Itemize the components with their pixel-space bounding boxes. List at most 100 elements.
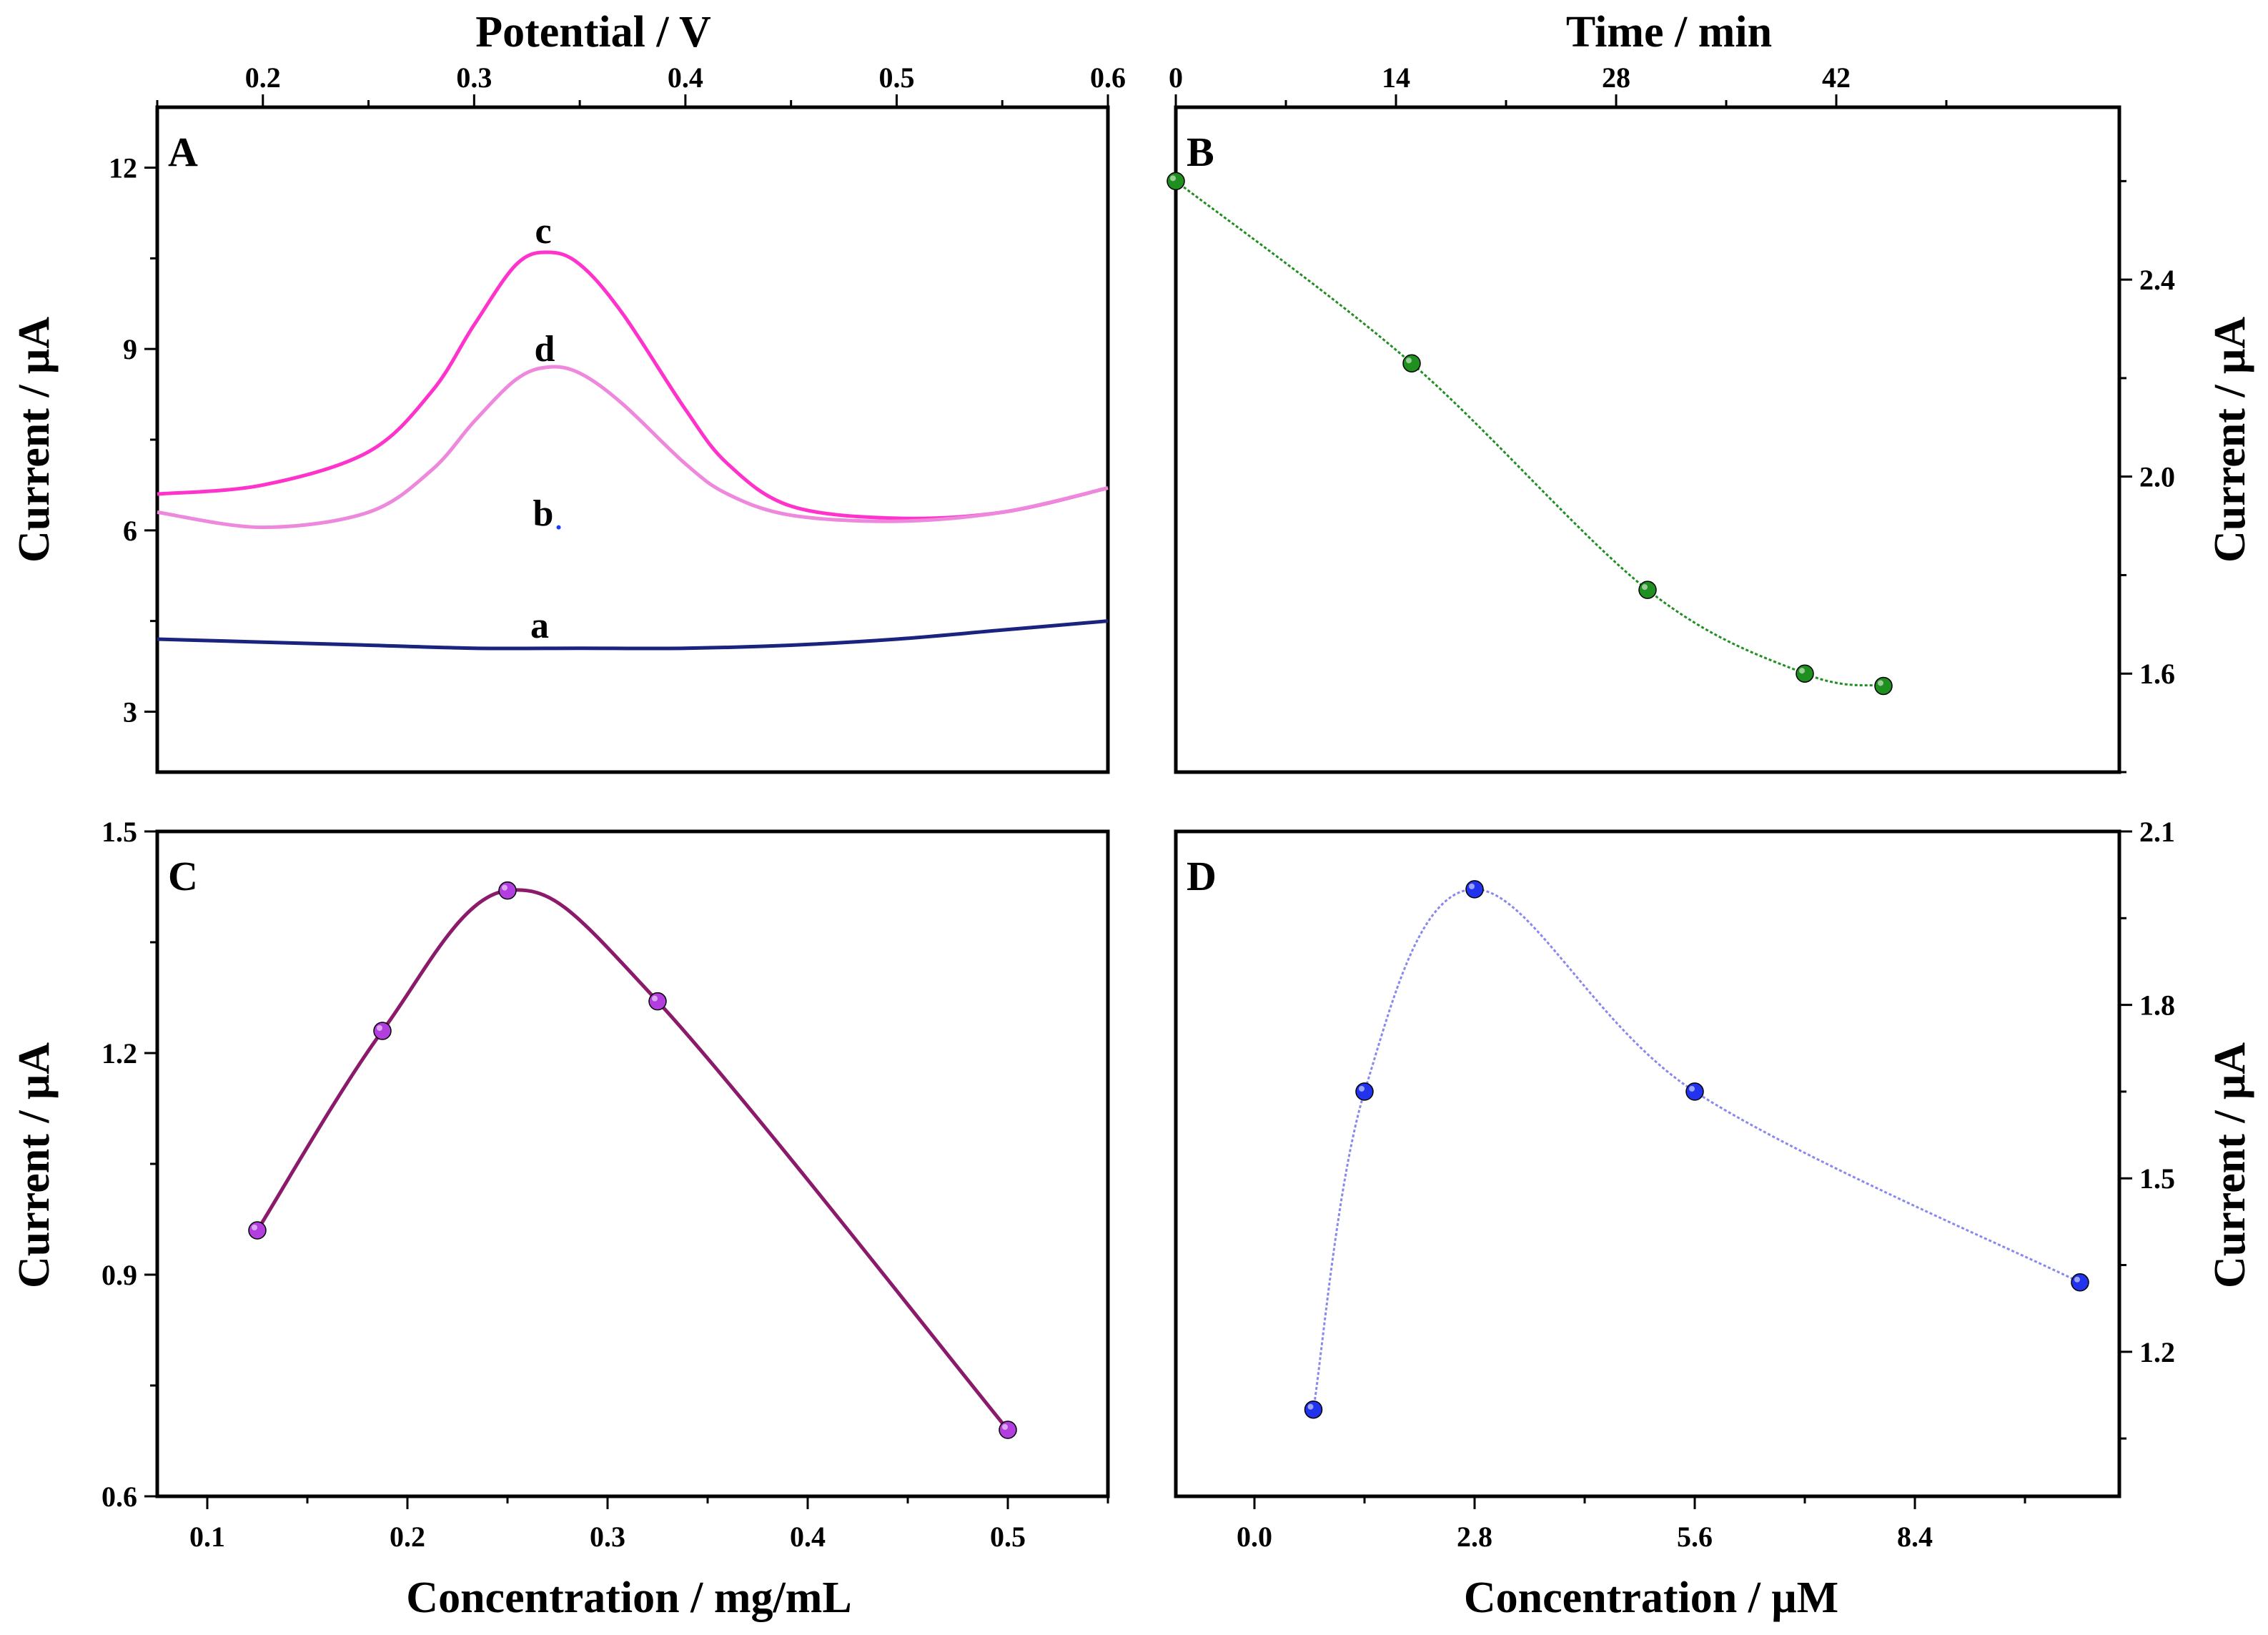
data-point xyxy=(248,1221,267,1240)
y-tick-label: 1.8 xyxy=(2139,989,2175,1022)
panel-d-y-title: Current / μA xyxy=(2206,1042,2254,1288)
data-point-highlight xyxy=(252,1225,257,1230)
y-tick-label: 2.1 xyxy=(2139,816,2175,848)
y-tick-label: 9 xyxy=(123,333,137,365)
x-tick-label: 0.3 xyxy=(456,61,492,94)
curve-label-a: a xyxy=(530,606,549,646)
panel-a-series xyxy=(157,250,1109,651)
x-tick-label: 0.1 xyxy=(189,1521,225,1553)
y-tick-label: 0.6 xyxy=(101,1481,137,1513)
x-tick-label: 0.4 xyxy=(790,1521,826,1553)
data-point-highlight xyxy=(1002,1424,1008,1430)
data-point-highlight xyxy=(1878,680,1883,686)
data-point-highlight xyxy=(2074,1276,2080,1283)
data-point-highlight xyxy=(1689,1085,1695,1092)
x-tick-label: 0.4 xyxy=(668,61,703,94)
series-line-D xyxy=(1312,888,2081,1410)
data-point xyxy=(373,1022,392,1040)
x-tick-label: 5.6 xyxy=(1677,1521,1713,1553)
panel-a-y-ticks: 3 6 9 12 xyxy=(109,152,157,728)
panel-c-frame xyxy=(155,829,1110,1498)
x-tick-label: 0.6 xyxy=(1090,61,1126,94)
data-point-highlight xyxy=(652,995,658,1002)
panel-d-x-title: Concentration / μM xyxy=(1464,1574,1838,1622)
panel-c-y-ticks: 0.6 0.9 1.2 1.5 xyxy=(101,816,157,1513)
data-point xyxy=(1402,354,1421,372)
data-point xyxy=(498,881,517,900)
panel-a-label: A xyxy=(168,129,198,175)
y-tick-label: 6 xyxy=(123,515,137,547)
panel-b-frame xyxy=(1174,105,2121,774)
panel-d: D 0.0 2.8 5.6 8.4 1.2 1.5 1.8 2.1 Concentratio… xyxy=(1174,816,2254,1622)
x-tick-label: 2.8 xyxy=(1457,1521,1492,1553)
data-point-highlight xyxy=(1170,175,1176,182)
panel-b-label: B xyxy=(1187,129,1214,175)
panel-d-series xyxy=(1304,880,2089,1419)
panel-b: B 0 14 28 42 1.6 2.0 2.4 Time / min Current /… xyxy=(1167,8,2254,774)
data-point-highlight xyxy=(1642,584,1648,591)
series-line-C xyxy=(255,888,1009,1431)
panel-a-frame xyxy=(155,105,1110,774)
panel-a-y-title: Current / μA xyxy=(10,317,59,563)
x-tick-label: 0.5 xyxy=(878,61,914,94)
data-point xyxy=(1167,172,1185,191)
series-line-c xyxy=(157,250,1109,520)
y-tick-label: 1.5 xyxy=(2139,1162,2175,1195)
y-tick-label: 12 xyxy=(109,152,137,184)
panel-d-label: D xyxy=(1187,853,1217,899)
data-point xyxy=(1465,880,1484,899)
data-point-highlight xyxy=(377,1025,382,1031)
data-point-highlight xyxy=(1799,668,1805,674)
y-tick-label: 2.4 xyxy=(2139,264,2175,296)
data-point-highlight xyxy=(1307,1403,1314,1410)
data-point xyxy=(1304,1400,1323,1419)
y-tick-label: 1.6 xyxy=(2139,658,2175,690)
data-point-highlight xyxy=(1469,883,1475,889)
data-point xyxy=(1796,664,1814,683)
y-tick-label: 1.5 xyxy=(101,816,137,848)
curve-label-d: d xyxy=(535,329,555,370)
panel-d-frame xyxy=(1174,829,2121,1498)
data-point xyxy=(2071,1273,2089,1292)
y-tick-label: 2.0 xyxy=(2139,461,2175,493)
panel-c-x-ticks: 0.1 0.2 0.3 0.4 0.5 xyxy=(189,1496,1109,1553)
series-marker-b xyxy=(556,525,561,530)
curve-label-b: b xyxy=(533,493,554,534)
data-point xyxy=(999,1421,1017,1439)
data-point xyxy=(1874,676,1893,696)
panel-d-y-ticks: 1.2 1.5 1.8 2.1 xyxy=(2119,816,2175,1440)
series-line-B xyxy=(1175,180,1884,687)
panel-c-series xyxy=(248,881,1017,1439)
x-tick-label: 14 xyxy=(1382,61,1410,94)
series-line-d xyxy=(157,365,1109,530)
panel-a-x-ticks: 0.2 0.3 0.4 0.5 0.6 xyxy=(156,61,1126,107)
panel-b-y-title: Current / μA xyxy=(2206,317,2254,563)
x-tick-label: 28 xyxy=(1602,61,1630,94)
panel-c: C 0.1 0.2 0.3 0.4 0.5 0.6 0.9 1.2 1.5 Concentra… xyxy=(10,816,1110,1622)
x-tick-label: 0.2 xyxy=(245,61,281,94)
panel-d-x-ticks: 0.0 2.8 5.6 8.4 xyxy=(1237,1496,2026,1553)
data-point-highlight xyxy=(502,884,507,891)
curve-label-c: c xyxy=(535,211,551,252)
x-tick-label: 42 xyxy=(1822,61,1851,94)
panel-a-x-title: Potential / V xyxy=(475,8,711,56)
panel-c-label: C xyxy=(168,853,198,899)
data-point-highlight xyxy=(1406,357,1412,364)
panel-b-x-title: Time / min xyxy=(1566,8,1772,56)
x-tick-label: 8.4 xyxy=(1897,1521,1933,1553)
series-line-a xyxy=(157,619,1109,651)
panel-c-y-title: Current / μA xyxy=(10,1042,59,1288)
panel-b-series xyxy=(1167,172,1893,696)
y-tick-label: 3 xyxy=(123,696,137,728)
panel-c-x-title: Concentration / mg/mL xyxy=(406,1574,851,1622)
x-tick-label: 0.3 xyxy=(590,1521,625,1553)
panel-a: A 0.2 0.3 0.4 0.5 0.6 3 6 9 12 c d b a Potentia… xyxy=(10,8,1126,774)
data-point xyxy=(1638,581,1657,599)
data-point xyxy=(648,992,667,1011)
panel-b-x-ticks: 0 14 28 42 xyxy=(1169,61,1948,107)
data-point xyxy=(1685,1082,1704,1101)
x-tick-label: 0.2 xyxy=(390,1521,425,1553)
y-tick-label: 0.9 xyxy=(101,1259,137,1291)
data-point xyxy=(1355,1082,1374,1101)
panel-b-y-ticks: 1.6 2.0 2.4 xyxy=(2119,179,2175,774)
